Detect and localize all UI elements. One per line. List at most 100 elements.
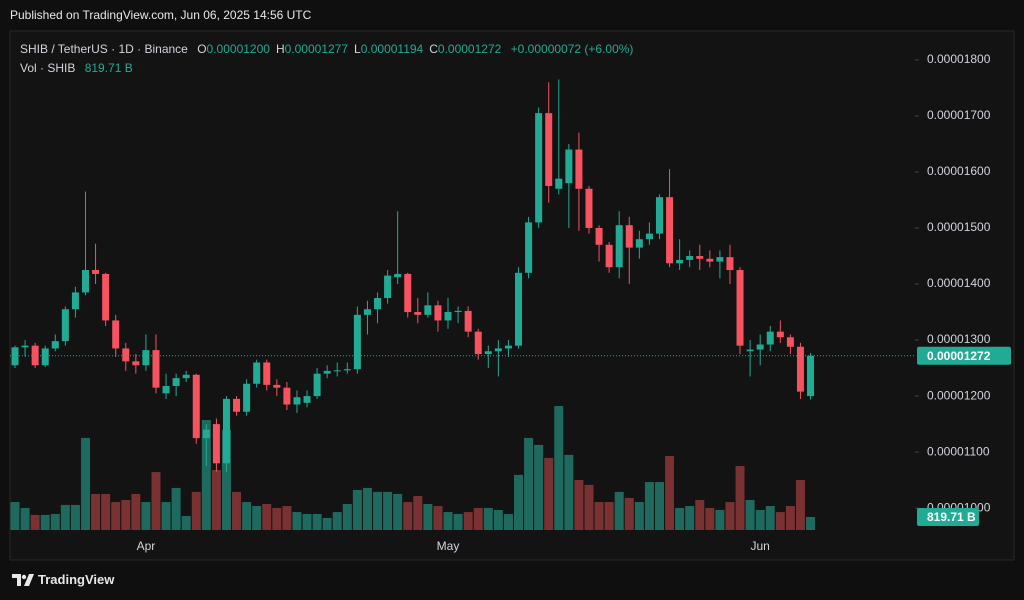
volume-bar [755, 509, 765, 530]
candle-body [303, 396, 311, 403]
candle-layer [11, 79, 815, 472]
x-tick-label: Apr [137, 539, 156, 553]
ohlc-value: 0.00001200 [206, 42, 270, 56]
candle-body [212, 424, 220, 464]
volume-bar [493, 509, 503, 530]
volume-bar [121, 499, 131, 530]
candle-body [283, 387, 291, 405]
candle-body [756, 344, 764, 350]
candle-body [353, 314, 361, 370]
volume-bar [20, 507, 30, 530]
candle-body [565, 149, 573, 184]
volume-bar [604, 502, 614, 530]
volume-bar [735, 466, 745, 530]
y-tick-label: 0.00001400 [927, 276, 991, 290]
x-tick-label: Jun [751, 539, 770, 553]
volume-bar [221, 429, 231, 530]
candle-body [313, 373, 321, 397]
ohlc-key: O [197, 42, 207, 56]
brand: TradingView [38, 572, 115, 587]
volume-bar [373, 491, 383, 530]
candle-body [696, 256, 704, 259]
volume-bar [413, 496, 423, 530]
ohlc-value: 0.00001272 [437, 42, 502, 56]
axis-layer: 0.000010000.000011000.000012000.00001300… [10, 52, 1011, 553]
candle-body [11, 347, 19, 366]
candle-body [766, 331, 774, 345]
symbol-row: SHIB / TetherUS · 1D · Binance O0.000012… [20, 40, 633, 59]
candle-body [605, 244, 613, 268]
candle-body [81, 270, 89, 293]
candle-body [202, 429, 210, 439]
candle-body [253, 362, 261, 384]
candle-body [102, 273, 110, 321]
y-tick-label: 0.00001800 [927, 52, 991, 66]
candle-body [192, 374, 200, 439]
candle-body [585, 188, 593, 228]
candle-body [394, 273, 402, 278]
volume-bar [665, 456, 675, 530]
footer: TradingView [12, 572, 114, 587]
ohlc-value: 0.00001277 [284, 42, 349, 56]
candle-body [414, 312, 422, 315]
volume-bar [795, 479, 805, 530]
candle-body [716, 257, 724, 262]
candle-body [343, 369, 351, 371]
candle-body [363, 309, 371, 315]
y-tick-label: 0.00001100 [927, 444, 990, 458]
volume-bar [342, 503, 352, 530]
volume-bar [312, 513, 322, 530]
volume-bar [695, 499, 705, 530]
candle-body [625, 225, 633, 248]
volume-bar [534, 444, 544, 530]
candle-body [92, 270, 100, 274]
candle-body [434, 305, 442, 321]
volume-bar [10, 502, 20, 530]
ohlc-key: C [429, 42, 438, 56]
volume-bar [524, 437, 534, 530]
candle-body [51, 341, 59, 349]
candle-body [293, 397, 301, 405]
candle-body [374, 298, 382, 310]
volume-bar [211, 469, 221, 530]
candle-body [736, 270, 744, 346]
volume-bar [685, 506, 695, 530]
logo [12, 573, 34, 586]
volume-bar [614, 491, 624, 530]
candle-body [515, 272, 522, 346]
volume-layer [10, 406, 816, 530]
volume-bar [262, 503, 272, 530]
volume-bar [362, 487, 372, 530]
volume-bar [453, 513, 463, 530]
candle-body [484, 351, 492, 355]
volume-row: Vol · SHIB 819.71 B [20, 59, 633, 78]
volume-bar [91, 493, 101, 530]
candle-body [273, 384, 281, 388]
candle-body [595, 227, 603, 245]
volume-bar [352, 489, 362, 530]
candle-body [333, 370, 341, 372]
volume-bar [70, 504, 80, 530]
published-note: Published on TradingView.com, Jun 06, 20… [10, 8, 312, 22]
volume-bar [514, 474, 523, 530]
ohlc-key: L [354, 42, 361, 56]
volume-bar [423, 503, 433, 530]
candle-body [142, 350, 150, 366]
volume-bar [60, 504, 70, 530]
volume-bar [544, 457, 554, 530]
volume-bar [503, 513, 513, 530]
volume-label: Vol · SHIB [20, 61, 76, 75]
volume-bar [171, 487, 181, 530]
ohlc-key: H [275, 42, 285, 56]
volume-bar [322, 517, 332, 530]
volume-bar [101, 493, 111, 530]
candle-body [182, 374, 190, 379]
legend: SHIB / TetherUS · 1D · Binance O0.000012… [20, 40, 633, 78]
candle-body [222, 398, 230, 464]
ohlc: O0.00001200 H0.00001277 L0.00001194 C0.0000… [191, 42, 501, 56]
y-tick-label: 0.00001600 [927, 164, 991, 178]
volume-bar [201, 419, 211, 530]
volume-bar [705, 507, 715, 530]
